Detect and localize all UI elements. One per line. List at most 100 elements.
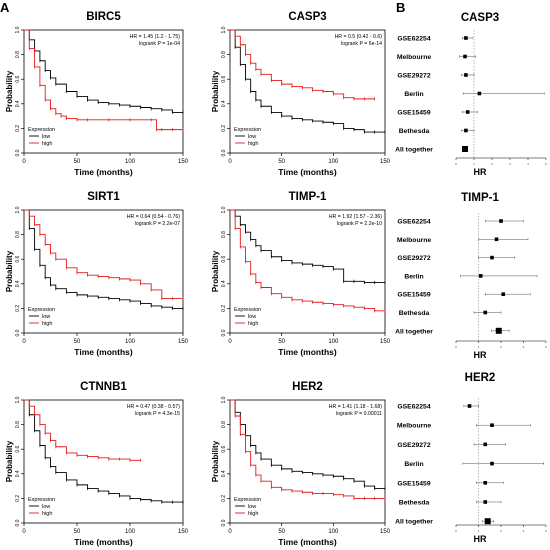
hr-marker	[483, 442, 488, 447]
panel-label-b: B	[396, 0, 405, 15]
y-tick-label: 0.2	[221, 305, 227, 312]
x-tick-label: 150	[178, 339, 189, 345]
study-label: Melbourne	[397, 54, 432, 61]
plot-frame	[229, 399, 386, 524]
y-tick-label: 0.8	[15, 51, 21, 58]
study-label: GSE62254	[397, 404, 430, 411]
stats-text: logrank P = 1e-04	[139, 41, 180, 47]
panel-label-a: A	[0, 0, 10, 15]
y-tick-label: 0.8	[221, 51, 227, 58]
x-tick-label: 3	[523, 529, 525, 533]
pooled-hr-marker	[484, 518, 491, 525]
stats-text: logrank P = 2.2e-10	[337, 221, 382, 227]
x-tick-label: 50	[278, 339, 285, 345]
x-tick-label: 0	[455, 345, 457, 349]
pooled-hr-marker	[462, 146, 468, 152]
x-tick-label: 1	[478, 529, 480, 533]
y-tick-label: 0.4	[221, 280, 227, 287]
study-label: Bethesda	[399, 500, 430, 507]
x-tick-label: 50	[74, 159, 81, 165]
y-tick-label: 0.6	[15, 446, 21, 453]
legend-title: Expression	[234, 307, 261, 313]
x-axis-label: HR	[474, 350, 487, 360]
stats-text: HR = 0.47 (0.38 - 0.57)	[127, 404, 180, 410]
y-tick-label: 0.4	[221, 100, 227, 107]
hr-marker	[490, 461, 494, 466]
legend-label-low: low	[42, 134, 50, 140]
legend-label-low: low	[248, 504, 256, 510]
stats-text: logrank P = 4.3e-15	[135, 411, 180, 417]
study-label: Melbourne	[397, 423, 432, 430]
study-label: GSE29272	[397, 255, 430, 262]
x-axis-label: HR	[474, 534, 487, 544]
y-tick-label: 0.4	[221, 470, 227, 477]
plot-frame	[229, 209, 386, 334]
y-tick-label: 0.2	[15, 495, 21, 502]
y-tick-label: 0.2	[221, 125, 227, 132]
x-tick-label: 100	[328, 339, 339, 345]
hr-marker	[501, 292, 506, 296]
legend-title: Expression	[234, 127, 261, 133]
forest-chart-her2: HER2 0 1 2 3 4 HR GSE62254 Melbourne GSE29272 Berl…	[395, 372, 547, 544]
x-tick-label: 150	[178, 529, 189, 535]
y-tick-label: 0.4	[15, 470, 21, 477]
x-tick-label: 3	[509, 162, 511, 166]
hr-marker	[463, 54, 467, 59]
x-axis-label: HR	[474, 167, 487, 177]
x-tick-label: 0	[455, 162, 457, 166]
x-tick-label: 100	[125, 159, 136, 165]
study-label: Bethesda	[399, 310, 430, 317]
legend-label-high: high	[248, 511, 258, 517]
y-axis-label: Probability	[5, 250, 14, 292]
study-label: GSE15459	[397, 480, 430, 487]
plot-frame	[23, 209, 184, 334]
chart-title: BIRC5	[86, 11, 121, 23]
legend-label-low: low	[248, 314, 256, 320]
x-axis-label: Time (months)	[74, 537, 133, 547]
x-tick-label: 150	[380, 159, 391, 165]
y-tick-label: 0.8	[15, 421, 21, 428]
y-tick-label: 0.4	[15, 100, 21, 107]
forest-title: TIMP-1	[461, 192, 499, 204]
chart-title: CTNNB1	[80, 381, 127, 393]
study-label: GSE29272	[397, 73, 430, 80]
legend-label-high: high	[42, 511, 52, 517]
km-chart-timp-1: TIMP-1 0.0 0.2 0.4 0.6 0.8 1.0 0 50 100 150 Time (m…	[211, 191, 391, 357]
y-tick-label: 0.0	[15, 149, 21, 156]
legend-title: Expression	[28, 497, 55, 503]
y-tick-label: 0.6	[15, 256, 21, 263]
study-label: All together	[395, 147, 433, 154]
x-tick-label: 150	[380, 529, 391, 535]
hr-marker	[464, 73, 468, 77]
x-tick-label: 100	[125, 339, 136, 345]
y-tick-label: 0.6	[221, 446, 227, 453]
legend-label-high: high	[42, 321, 52, 327]
study-label: Melbourne	[397, 237, 432, 244]
hr-marker	[490, 423, 494, 427]
study-label: GSE62254	[397, 219, 430, 226]
legend-label-low: low	[42, 314, 50, 320]
chart-title: HER2	[292, 381, 323, 393]
chart-title: SIRT1	[87, 191, 120, 203]
stats-text: HR = 0.64 (0.54 - 0.76)	[127, 214, 180, 220]
x-tick-label: 0	[22, 339, 26, 345]
y-axis-label: Probability	[5, 70, 14, 112]
x-tick-label: 2	[491, 162, 493, 166]
y-tick-label: 0.8	[221, 231, 227, 238]
legend-label-low: low	[248, 134, 256, 140]
y-tick-label: 0.2	[221, 495, 227, 502]
y-tick-label: 1.0	[15, 26, 21, 33]
hr-marker	[494, 237, 499, 242]
y-tick-label: 0.6	[15, 76, 21, 83]
x-axis-label: Time (months)	[74, 167, 133, 177]
y-tick-label: 0.6	[221, 256, 227, 263]
y-tick-label: 1.0	[15, 396, 21, 403]
hr-marker	[483, 310, 488, 315]
x-tick-label: 0	[228, 529, 232, 535]
study-label: GSE29272	[397, 442, 430, 449]
curve-low	[230, 209, 385, 284]
km-chart-sirt1: SIRT1 0.0 0.2 0.4 0.6 0.8 1.0 0 50 100 150 Time (mo…	[5, 191, 189, 357]
pooled-hr-marker	[495, 327, 502, 334]
